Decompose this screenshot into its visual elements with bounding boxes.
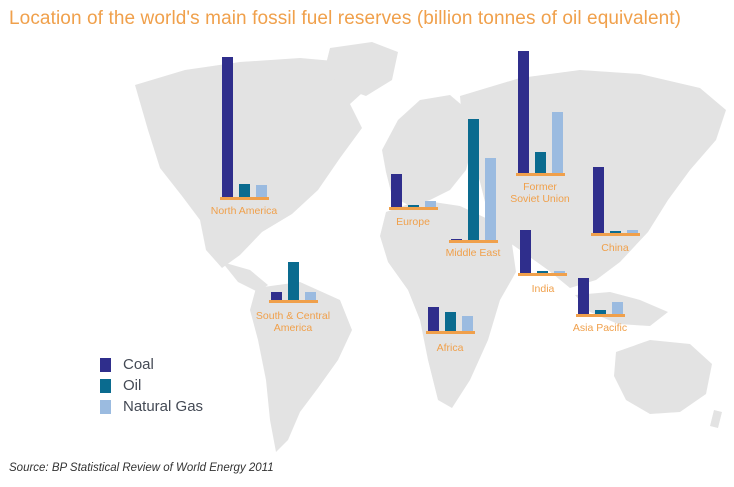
region-label-line: Europe [396,216,430,228]
bar-north-america-coal [222,57,233,197]
bar-north-america-oil [239,184,250,197]
bar-south-central-america-oil [288,262,299,300]
bar-europe-oil [408,205,419,207]
region-label-asia-pacific: Asia Pacific [573,322,627,334]
region-label-africa: Africa [437,342,464,354]
legend-swatch-coal [100,357,111,372]
region-label-india: India [532,283,555,295]
region-label-former-soviet-union: Former Soviet Union [510,181,570,205]
chart-title: Location of the world's main fossil fuel… [9,8,682,29]
bar-china-coal [593,167,604,233]
region-label-south-central-america: South & Central America [256,310,330,334]
bar-china-oil [610,231,621,233]
bar-africa-coal [428,307,439,331]
region-label-line: China [601,242,629,254]
region-label-line: Soviet Union [510,193,570,205]
baseline-asia-pacific [576,314,625,317]
region-label-north-america: North America [211,205,278,217]
central-america-shape [222,262,268,292]
australia-shape [614,340,712,414]
greenland-shape [326,42,398,96]
source-note: Source: BP Statistical Review of World E… [9,462,274,474]
region-label-line: Africa [437,342,464,354]
region-label-europe: Europe [396,216,430,228]
bar-former-soviet-union-coal [518,51,529,173]
region-label-line: South & Central [256,310,330,322]
bar-south-central-america-gas [305,292,316,300]
baseline-china [591,233,640,236]
region-africa: Africa [426,307,475,354]
bar-former-soviet-union-gas [552,112,563,173]
new-zealand-shape [710,410,722,428]
region-europe: Europe [389,174,438,228]
bar-south-central-america-coal [271,292,282,300]
legend-label-coal: Coal [123,356,154,373]
legend-swatch-oil [100,378,111,393]
bar-asia-pacific-oil [595,310,606,314]
region-label-china: China [601,242,629,254]
bar-africa-oil [445,312,456,331]
north-america-shape [135,58,372,268]
bar-middle-east-gas [485,158,496,240]
region-label-line: India [532,283,555,295]
region-asia-pacific: Asia Pacific [573,278,627,334]
bar-africa-gas [462,316,473,331]
legend: Coal Oil Natural Gas [100,354,203,417]
bar-asia-pacific-coal [578,278,589,314]
legend-item-oil: Oil [100,375,203,396]
region-label-line: Former [523,181,557,193]
baseline-south-central-america [269,300,318,303]
legend-swatch-gas [100,399,111,414]
baseline-india [518,273,567,276]
baseline-north-america [220,197,269,200]
bar-china-gas [627,230,638,233]
south-america-shape [250,282,352,452]
baseline-middle-east [449,240,498,243]
region-middle-east: Middle East [446,119,501,259]
region-north-america: North America [211,57,278,217]
region-south-central-america: South & Central America [256,262,330,334]
europe-shape [382,95,474,206]
region-label-line: North America [211,205,278,217]
bar-asia-pacific-gas [612,302,623,314]
bar-north-america-gas [256,185,267,197]
bar-india-gas [554,271,565,273]
bar-former-soviet-union-oil [535,152,546,173]
region-china: China [591,167,640,254]
baseline-africa [426,331,475,334]
region-former-soviet-union: Former Soviet Union [510,51,570,205]
legend-label-oil: Oil [123,377,142,394]
region-label-line: Middle East [446,247,501,259]
region-label-line: America [274,322,313,334]
bar-india-oil [537,271,548,273]
bar-europe-gas [425,201,436,207]
baseline-europe [389,207,438,210]
baseline-former-soviet-union [516,173,565,176]
region-label-line: Asia Pacific [573,322,627,334]
bar-india-coal [520,230,531,273]
bar-middle-east-coal [451,239,462,240]
bar-middle-east-oil [468,119,479,240]
legend-item-coal: Coal [100,354,203,375]
bar-europe-coal [391,174,402,207]
africa-shape [380,200,516,408]
region-label-middle-east: Middle East [446,247,501,259]
bar-groups: North America South & Central America Europ… [211,51,640,354]
legend-label-gas: Natural Gas [123,398,204,415]
legend-item-gas: Natural Gas [100,396,203,417]
region-india: India [518,230,567,295]
